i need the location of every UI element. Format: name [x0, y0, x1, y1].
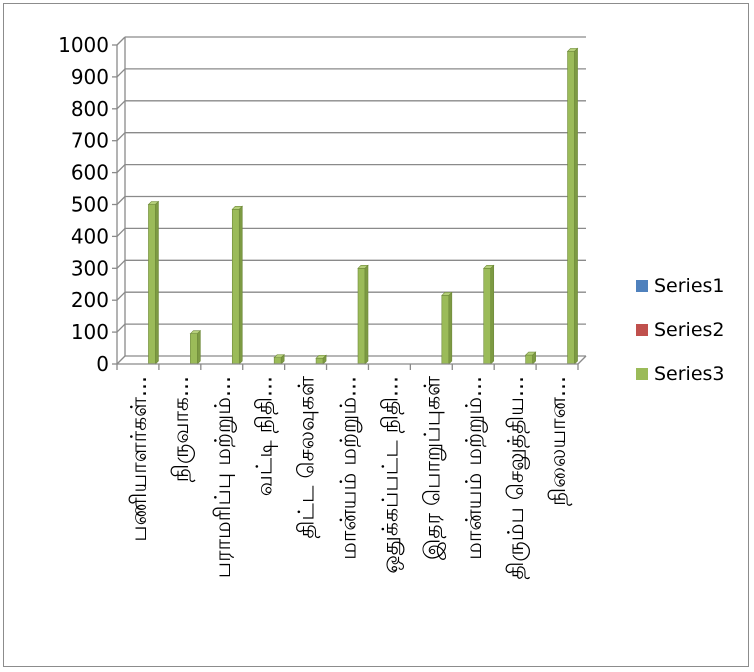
bar [273, 353, 285, 365]
bar-front [273, 357, 282, 365]
gridline-side [116, 355, 126, 365]
bars [147, 47, 579, 365]
bar-side [532, 351, 536, 365]
x-tick-label: இதர பொறுப்புகள் [420, 376, 446, 560]
x-axis: பணியாளர்கள்... நிருவாக... பராமரிப்பு மற்று… [116, 355, 587, 580]
x-tick-label: பணியாளர்கள்... [127, 376, 152, 542]
x-tick-label: பராமரிப்பு மற்றும்... [211, 376, 237, 578]
bar [147, 200, 160, 365]
x-tick-label: வட்டி நிதி... [253, 376, 279, 496]
gridline-side [116, 323, 126, 333]
bar-front [357, 267, 366, 365]
legend-swatch [636, 368, 648, 380]
gridlines [116, 36, 586, 365]
gridline-side [116, 36, 126, 46]
legend-entry: Series2 [636, 319, 725, 341]
gridline-side [116, 132, 126, 142]
bar [315, 354, 327, 365]
bar-side [448, 291, 453, 365]
x-tick-label: மான்யம் மற்றும்... [462, 376, 488, 560]
legend: Series1 Series2 Series3 [636, 275, 725, 385]
legend-label: Series1 [654, 275, 725, 297]
y-tick-label: 1000 [58, 33, 109, 57]
x-tick-label: திரும்ப செலுத்திய... [504, 376, 530, 580]
bar-front [525, 354, 533, 365]
x-tick-label: நிருவாக... [169, 376, 195, 482]
floor-edge [577, 355, 587, 365]
gridline-side [116, 227, 126, 237]
x-tick-label: திட்ட செலவுகள் [295, 376, 321, 539]
bar-side [364, 264, 369, 365]
bar [441, 291, 453, 365]
bar-side [238, 205, 243, 365]
bar-side [490, 264, 495, 365]
bar-side [155, 200, 159, 365]
bar-front [231, 208, 240, 365]
legend-swatch [636, 324, 648, 336]
bar-side [322, 354, 327, 365]
y-tick-label: 900 [71, 65, 109, 89]
bar-front [315, 357, 324, 365]
bar-side [280, 353, 285, 365]
legend-entry: Series3 [636, 363, 725, 385]
x-tick-label: நிலையான... [546, 376, 572, 506]
bar-side [197, 329, 201, 365]
y-tick-label: 200 [71, 288, 109, 312]
gridline-side [116, 196, 126, 205]
chart-frame [3, 3, 749, 667]
y-tick-label: 0 [96, 352, 109, 376]
y-tick-label: 800 [71, 97, 109, 121]
legend-label: Series3 [654, 363, 725, 385]
bar [524, 351, 537, 365]
bar [357, 264, 369, 365]
gridline-side [116, 164, 126, 174]
legend-swatch [636, 280, 648, 292]
bar-front [441, 295, 450, 365]
y-axis: 0 100 200 300 400 500 600 700 800 900 1000 [58, 33, 126, 376]
bar [566, 47, 579, 365]
bar-front [483, 267, 492, 365]
x-tick-label: ஒதுக்கப்பட்ட நிதி... [378, 376, 404, 574]
bar-front [567, 51, 575, 365]
bar-side [574, 47, 578, 365]
gridline-side [116, 68, 126, 78]
bar-front [190, 333, 198, 365]
y-tick-label: 500 [71, 193, 109, 217]
bar [483, 264, 495, 365]
y-tick-label: 700 [71, 129, 109, 153]
y-tick-label: 300 [71, 256, 109, 280]
bar [189, 329, 202, 365]
gridline-side [116, 259, 126, 269]
y-tick-label: 100 [71, 320, 109, 344]
gridline-side [116, 100, 126, 110]
y-tick-label: 400 [71, 224, 109, 248]
bar [231, 205, 243, 365]
legend-label: Series2 [654, 319, 725, 341]
x-tick-label: மான்யம் மற்றும்... [337, 376, 363, 560]
bar-front [148, 204, 156, 365]
gridline-side [116, 291, 126, 301]
y-tick-label: 600 [71, 161, 109, 185]
legend-entry: Series1 [636, 275, 725, 297]
